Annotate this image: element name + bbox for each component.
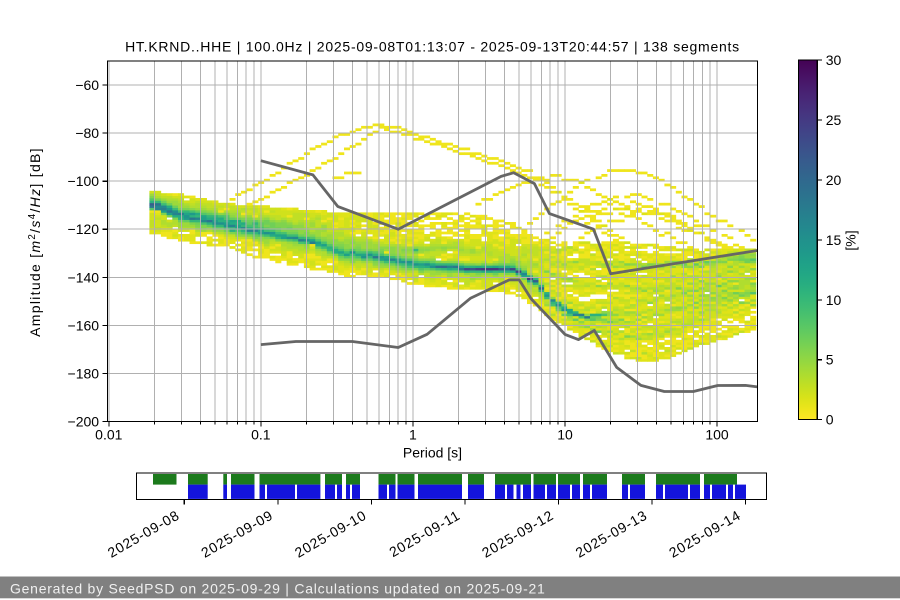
svg-text:Generated by SeedPSD on 2025-0: Generated by SeedPSD on 2025-09-29 | Cal…	[10, 581, 546, 597]
svg-text:5: 5	[826, 352, 834, 368]
svg-text:10: 10	[557, 427, 573, 443]
svg-text:Period [s]: Period [s]	[403, 445, 462, 461]
svg-text:10: 10	[826, 292, 842, 308]
svg-text:HT.KRND..HHE | 100.0Hz | 2025-: HT.KRND..HHE | 100.0Hz | 2025-09-08T01:1…	[125, 39, 740, 55]
svg-text:25: 25	[826, 112, 842, 128]
svg-text:Amplitude [m2/s4/Hz] [dB]: Amplitude [m2/s4/Hz] [dB]	[27, 147, 43, 337]
svg-text:−160: −160	[68, 317, 100, 333]
svg-text:−200: −200	[68, 414, 100, 430]
svg-text:0: 0	[826, 412, 834, 428]
svg-text:30: 30	[826, 52, 842, 68]
svg-text:0.01: 0.01	[95, 427, 122, 443]
svg-text:−100: −100	[68, 173, 100, 189]
svg-text:[%]: [%]	[843, 230, 859, 250]
svg-text:−80: −80	[75, 125, 99, 141]
svg-text:15: 15	[826, 232, 842, 248]
svg-text:−120: −120	[68, 221, 100, 237]
svg-text:100: 100	[705, 427, 729, 443]
svg-text:0.1: 0.1	[251, 427, 271, 443]
svg-text:−140: −140	[68, 269, 100, 285]
svg-text:20: 20	[826, 172, 842, 188]
svg-text:1: 1	[409, 427, 417, 443]
svg-text:−180: −180	[68, 365, 100, 381]
svg-text:−60: −60	[75, 77, 99, 93]
